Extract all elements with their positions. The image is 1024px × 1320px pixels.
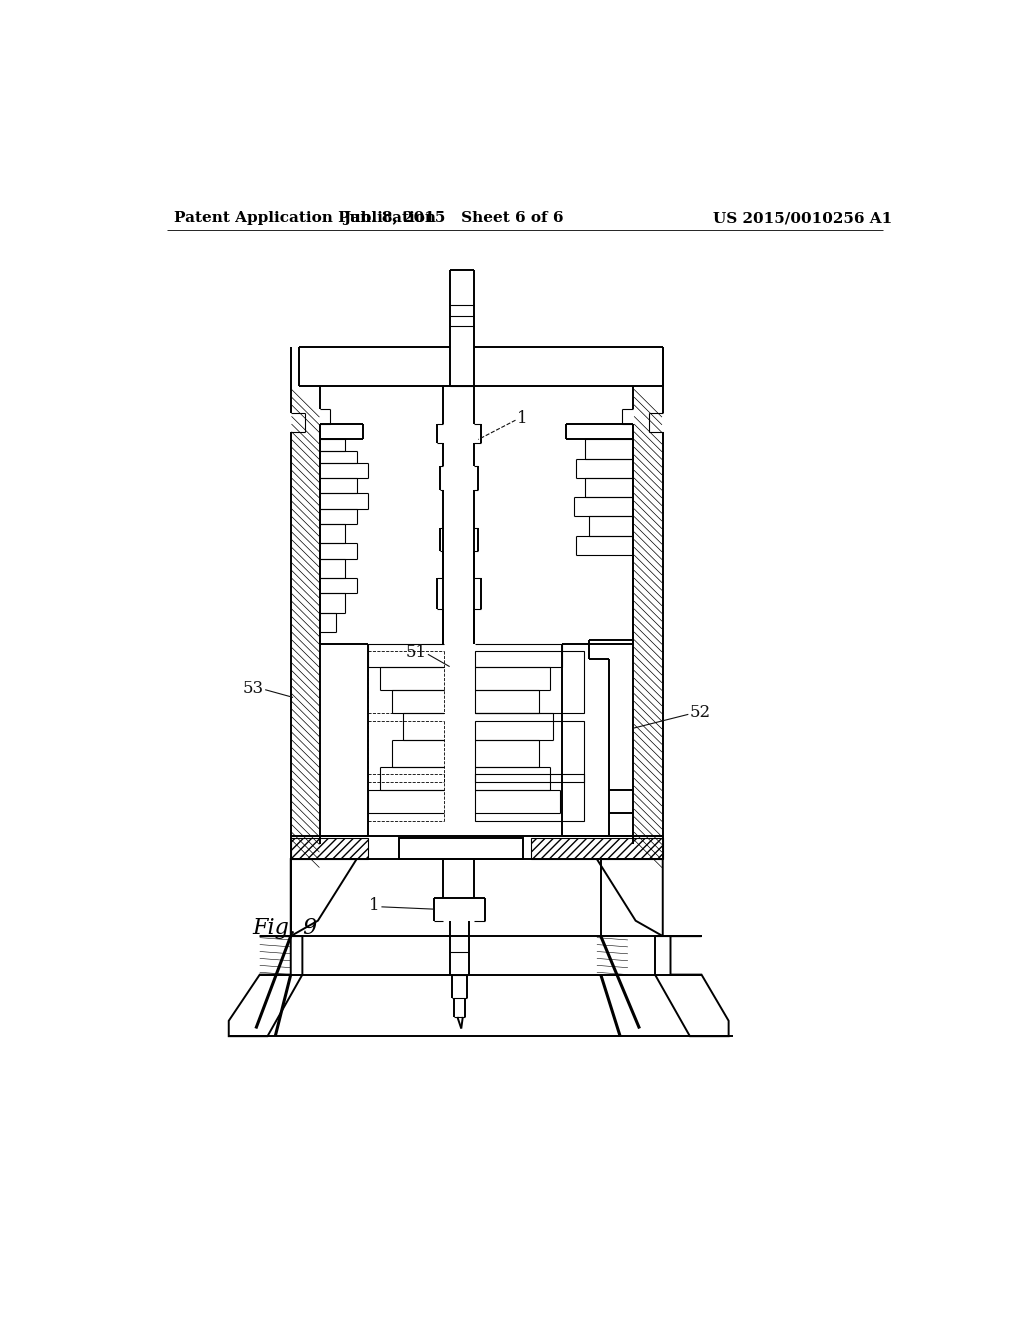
Text: 53: 53 bbox=[243, 680, 263, 697]
Text: Jan. 8, 2015   Sheet 6 of 6: Jan. 8, 2015 Sheet 6 of 6 bbox=[343, 211, 564, 226]
Text: 51: 51 bbox=[406, 644, 426, 661]
Text: 52: 52 bbox=[690, 705, 711, 721]
Text: 1: 1 bbox=[517, 411, 527, 428]
Polygon shape bbox=[531, 837, 663, 859]
Polygon shape bbox=[291, 837, 369, 859]
Polygon shape bbox=[291, 859, 356, 936]
Text: 1: 1 bbox=[370, 896, 380, 913]
Text: Patent Application Publication: Patent Application Publication bbox=[174, 211, 436, 226]
Polygon shape bbox=[655, 936, 729, 1036]
Bar bbox=[475, 775, 584, 821]
Bar bbox=[475, 721, 584, 781]
Bar bbox=[399, 837, 523, 859]
Text: Fig. 9: Fig. 9 bbox=[252, 917, 317, 940]
Text: US 2015/0010256 A1: US 2015/0010256 A1 bbox=[713, 211, 892, 226]
Bar bbox=[475, 651, 584, 713]
Polygon shape bbox=[228, 936, 302, 1036]
Polygon shape bbox=[597, 859, 663, 936]
